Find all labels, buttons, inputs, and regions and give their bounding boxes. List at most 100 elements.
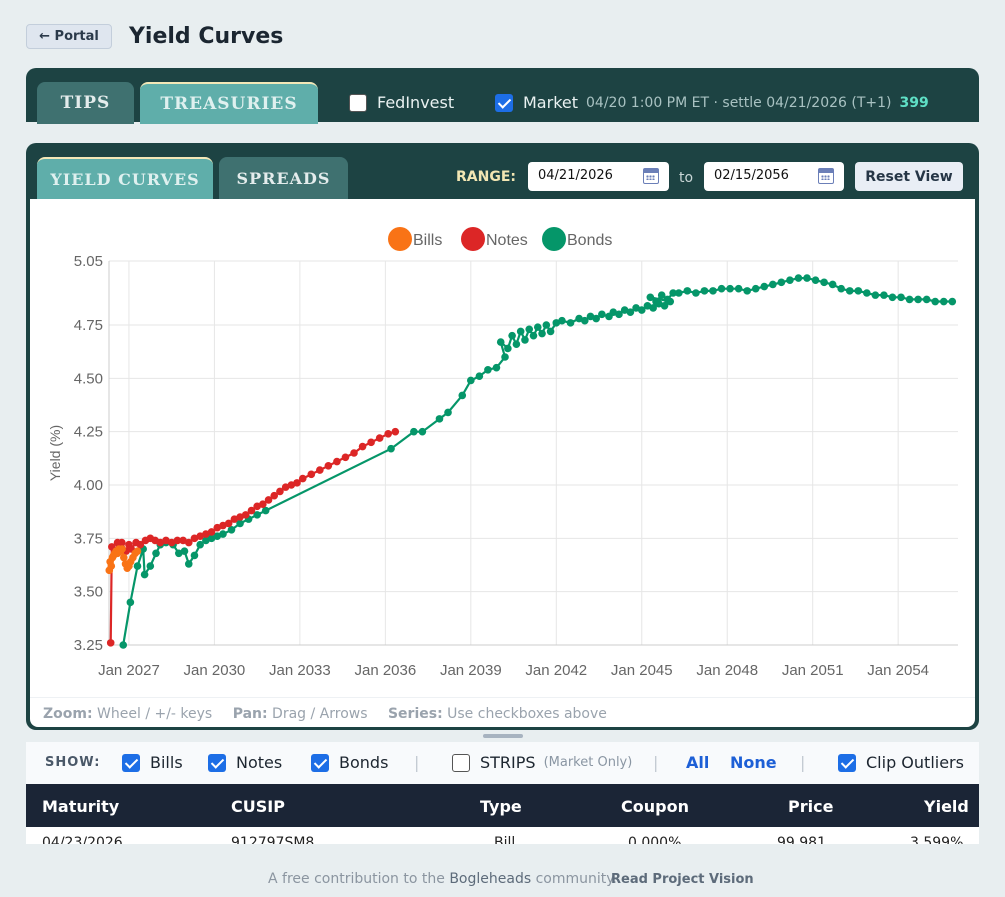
footer-text: A free contribution to the Bogleheads co… (268, 871, 617, 887)
interaction-hints: Zoom: Wheel / +/- keys Pan: Drag / Arrow… (43, 706, 607, 722)
data-point (516, 327, 525, 336)
data-point (119, 641, 128, 649)
tab-tips[interactable]: TIPS (37, 82, 134, 124)
market-toggle[interactable]: Market 04/20 1:00 PM ET · settle 04/21/2… (495, 93, 929, 112)
bills-toggle[interactable]: Bills (122, 753, 183, 772)
data-point (167, 538, 176, 547)
select-all-link[interactable]: All (686, 753, 710, 772)
data-point (219, 530, 227, 538)
chart-panel: YIELD CURVES SPREADS RANGE: 04/21/2026 t… (26, 143, 979, 730)
data-point (307, 470, 316, 479)
data-point (533, 323, 542, 331)
data-point (542, 321, 551, 329)
series-filter-bar: SHOW: Bills Notes Bonds | STRIPS (Market… (26, 742, 979, 784)
range-to-input[interactable]: 02/15/2056 (704, 162, 844, 191)
y-tick-label: 4.25 (74, 424, 103, 441)
clip-outliers-label: Clip Outliers (866, 753, 964, 772)
bonds-checkbox[interactable] (311, 753, 329, 772)
data-point (529, 331, 538, 340)
clip-outliers-toggle[interactable]: Clip Outliers (838, 753, 964, 772)
col-coupon[interactable]: Coupon (621, 797, 689, 816)
fedinvest-toggle[interactable]: FedInvest (349, 93, 454, 112)
reset-view-button[interactable]: Reset View (855, 162, 963, 191)
data-point (236, 513, 244, 521)
clip-outliers-checkbox[interactable] (838, 753, 856, 772)
data-point (521, 336, 529, 344)
x-tick-label: Jan 2048 (696, 662, 758, 679)
data-point (120, 553, 128, 562)
data-point (649, 304, 657, 312)
y-tick-label: 5.05 (74, 253, 103, 270)
tab-yield-curves[interactable]: YIELD CURVES (37, 157, 213, 199)
data-point (391, 427, 400, 436)
data-point (717, 284, 726, 293)
col-price[interactable]: Price (788, 797, 834, 816)
data-point (786, 276, 794, 284)
x-tick-label: Jan 2054 (867, 662, 929, 679)
data-point (475, 372, 484, 380)
y-axis: 3.25 3.50 3.75 4.00 4.25 4.50 4.75 5.05 Yield (%… (47, 253, 110, 654)
legend-label-bills: Bills (413, 232, 442, 249)
series-line (122, 276, 953, 646)
data-point (794, 274, 803, 282)
data-point (133, 547, 142, 555)
data-point (467, 376, 475, 385)
col-yield[interactable]: Yield (924, 797, 969, 816)
data-point (905, 295, 914, 304)
data-point (333, 457, 341, 466)
strips-toggle[interactable]: STRIPS (Market Only) (452, 753, 632, 772)
calendar-icon[interactable] (818, 168, 834, 184)
col-maturity[interactable]: Maturity (42, 797, 120, 816)
show-label: SHOW: (45, 755, 101, 770)
notes-toggle[interactable]: Notes (208, 753, 282, 772)
select-none-link[interactable]: None (730, 753, 777, 772)
col-type[interactable]: Type (480, 797, 522, 816)
data-point (751, 284, 760, 293)
portal-button[interactable]: ← Portal (26, 24, 112, 49)
y-tick-label: 4.50 (74, 370, 103, 387)
market-checkbox[interactable] (495, 93, 513, 112)
data-point (202, 536, 210, 545)
bogleheads-link[interactable]: Bogleheads (449, 871, 532, 887)
calendar-icon[interactable] (643, 168, 659, 184)
x-tick-label: Jan 2051 (782, 662, 844, 679)
strips-note: (Market Only) (543, 755, 633, 770)
data-point (298, 474, 307, 483)
table-row[interactable]: 04/23/2026 912797SM8 Bill 0.000% 99.981 … (26, 827, 979, 844)
strips-checkbox[interactable] (452, 753, 470, 772)
fedinvest-checkbox[interactable] (349, 93, 367, 112)
footer-text-after: community. (535, 871, 617, 887)
instrument-tab-bar: TIPS TREASURIES FedInvest Market 04/20 1… (26, 68, 979, 124)
data-point (669, 289, 677, 297)
strips-label: STRIPS (480, 753, 536, 772)
data-point (484, 366, 492, 374)
data-point (140, 570, 149, 579)
yield-chart[interactable]: Bills Notes Bonds 3.25 3.50 3.75 4.00 4.25 4.50… (30, 199, 975, 697)
resize-handle[interactable] (483, 734, 523, 738)
tab-spreads[interactable]: SPREADS (219, 157, 348, 199)
project-vision-link[interactable]: Read Project Vision (611, 872, 754, 887)
bonds-toggle[interactable]: Bonds (311, 753, 388, 772)
data-point (126, 598, 135, 607)
data-point (259, 500, 267, 509)
data-point (863, 289, 871, 297)
notes-checkbox[interactable] (208, 753, 226, 772)
data-point (931, 297, 940, 306)
y-axis-title: Yield (%) (47, 425, 63, 481)
legend-marker-bonds (542, 227, 566, 251)
bills-checkbox[interactable] (122, 753, 140, 772)
fedinvest-label: FedInvest (377, 93, 455, 112)
data-point (133, 562, 142, 570)
col-cusip[interactable]: CUSIP (231, 797, 285, 816)
zoom-hint-label: Zoom: (43, 706, 93, 722)
range-from-input[interactable]: 04/21/2026 (528, 162, 669, 191)
data-point (324, 462, 333, 470)
data-point (106, 639, 115, 647)
x-tick-label: Jan 2033 (269, 662, 331, 679)
data-point (580, 316, 589, 325)
legend-marker-bills (388, 227, 412, 251)
x-tick-label: Jan 2039 (440, 662, 502, 679)
tab-treasuries[interactable]: TREASURIES (140, 82, 318, 124)
data-point (207, 534, 216, 543)
data-point (261, 506, 270, 515)
